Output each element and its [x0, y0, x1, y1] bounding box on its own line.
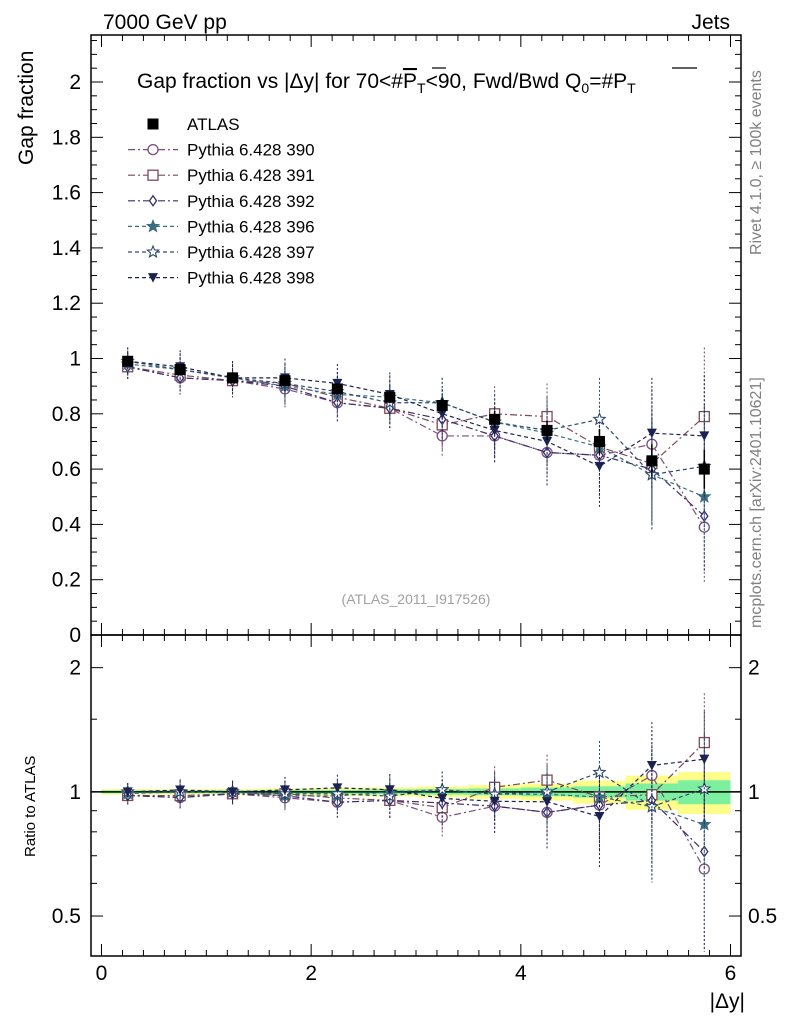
ratio-tick-label-right: 2: [748, 657, 760, 680]
series-line-0: [127, 366, 705, 528]
y-tick-label: 0.4: [52, 513, 82, 536]
series-ratio-point: [437, 793, 448, 804]
series-point: [594, 461, 605, 472]
legend-marker-atlas: [147, 118, 159, 130]
legend-marker-1: [147, 169, 159, 181]
series-2: [123, 352, 709, 952]
series-ratio-line-2: [127, 793, 705, 852]
data-point: [227, 372, 239, 384]
ratio-tick-label-left: 0.5: [52, 905, 81, 928]
y-tick-label: 1.2: [52, 292, 81, 315]
chart-title: Gap fraction vs |Δy| for 70<#PT<90, Fwd/…: [137, 70, 636, 96]
series-ratio-line-4: [127, 771, 705, 808]
legend-label-2: Pythia 6.428 392: [187, 192, 315, 211]
legend-marker-0: [147, 143, 159, 156]
series-ratio-line-5: [127, 758, 705, 818]
series-point: [437, 409, 448, 419]
legend-marker-5: [148, 273, 158, 283]
data-point: [646, 455, 658, 467]
legend-label-5: Pythia 6.428 398: [187, 269, 315, 288]
data-point: [174, 364, 186, 376]
series-ratio-point: [542, 797, 553, 807]
y-tick-label: 0.6: [52, 458, 81, 481]
series-ratio-point: [646, 760, 657, 771]
x-tick-label: 0: [96, 962, 108, 985]
y-tick-label: 1.4: [52, 237, 82, 260]
series-ratio-point: [332, 783, 343, 793]
energy-label: 7000 GeV pp: [103, 11, 227, 34]
series-ratio-point: [592, 764, 607, 779]
y-tick-label: 2: [69, 71, 81, 94]
ratio-tick-label-right: 0.5: [748, 905, 777, 928]
data-point: [541, 424, 553, 436]
rivet-label: Rivet 4.1.0, ≥ 100k events: [748, 70, 765, 255]
process-label: Jets: [691, 11, 730, 34]
series-point: [699, 431, 710, 441]
data-point: [122, 355, 134, 367]
series-ratio-point: [384, 785, 395, 795]
series-ratio-point: [122, 787, 133, 797]
series-ratio-point: [699, 754, 710, 765]
data-point: [331, 383, 343, 395]
series-point: [646, 428, 657, 439]
y-tick-label: 1: [69, 348, 81, 371]
x-axis-title: |Δy|: [710, 990, 745, 1013]
data-point: [593, 435, 605, 447]
ratio-tick-label-left: 1: [69, 781, 81, 804]
y-tick-label: 0.8: [52, 403, 81, 426]
series-5: [122, 347, 710, 868]
atlas-data: [122, 355, 710, 489]
x-tick-label: 6: [725, 962, 737, 985]
y-tick-label: 0.2: [52, 569, 81, 592]
legend: ATLAS Pythia 6.428 390 Pythia 6.428 391 Pyt…: [128, 115, 315, 288]
series-ratio-point: [592, 789, 607, 804]
y-axis-title: Gap fraction: [15, 51, 38, 165]
x-tick-label: 4: [515, 962, 527, 985]
series-line-4: [127, 360, 705, 476]
data-point: [698, 463, 710, 475]
data-point: [436, 400, 448, 412]
series-point: [592, 411, 607, 426]
mcplots-label: mcplots.cern.ch [arXiv:2401.10621]: [748, 377, 765, 628]
legend-marker-4: [145, 244, 161, 259]
series-line-3: [127, 363, 705, 498]
series-ratio-point: [279, 785, 290, 795]
mc-series: [120, 347, 712, 952]
series-ratio-point: [227, 787, 238, 797]
legend-label-4: Pythia 6.428 397: [187, 243, 315, 262]
legend-marker-2: [148, 194, 158, 207]
legend-label-3: Pythia 6.428 396: [187, 217, 315, 236]
series-line-1: [127, 366, 705, 465]
ratio-axis-title: Ratio to ATLAS: [22, 756, 39, 857]
series-ratio-point: [487, 786, 502, 801]
axis-ticks: 0 2 4 6 0.2 0.4 0.6 0.8 1 1.2 1.4 1.6 1.8 2 0 0.5 0.5 1 1 2…: [52, 35, 777, 985]
data-point: [279, 375, 291, 387]
data-point: [384, 391, 396, 403]
legend-label-1: Pythia 6.428 391: [187, 166, 315, 185]
data-point: [489, 413, 501, 425]
series-line-5: [127, 360, 705, 468]
series-point: [542, 436, 553, 447]
legend-marker-3: [145, 218, 161, 233]
series-line-2: [127, 366, 705, 517]
legend-label-0: Pythia 6.428 390: [187, 141, 315, 160]
series-ratio-point: [489, 796, 500, 807]
series-ratio-point: [594, 811, 605, 822]
y-tick-label: 1.8: [52, 126, 81, 149]
analysis-label: (ATLAS_2011_I917526): [342, 591, 491, 607]
y-tick-label: 1.6: [52, 182, 81, 205]
ratio-tick-label-left: 2: [69, 657, 81, 680]
legend-label-atlas: ATLAS: [187, 115, 240, 134]
y-tick-label-zero: 0: [69, 624, 81, 647]
series-ratio-point: [175, 785, 186, 795]
series-point: [489, 425, 500, 436]
series-ratio-line-3: [127, 789, 705, 826]
x-tick-label: 2: [305, 962, 317, 985]
ratio-tick-label-right: 1: [748, 781, 760, 804]
